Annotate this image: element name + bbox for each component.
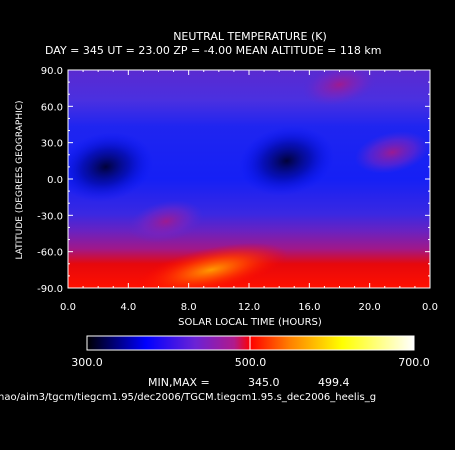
y-tick-label: 0.0 [47,175,63,186]
colorbar-tick-label: 300.0 [71,356,103,369]
y-tick-label: 90.0 [41,66,63,77]
max-value: 499.4 [318,376,350,389]
heatmap-feature [128,200,204,243]
x-tick-label: 0.0 [60,302,76,313]
colorbar-labels: 300.0 500.0 700.0 [71,356,430,369]
heatmap-feature [68,132,154,202]
x-tick-label: 12.0 [238,302,260,313]
y-tick-label: -30.0 [37,211,63,222]
y-tick-label: -90.0 [37,284,63,295]
chart-title: NEUTRAL TEMPERATURE (K) [173,30,327,43]
heatmap-field [68,70,430,288]
chart-subtitle: DAY = 345 UT = 23.00 ZP = -4.00 MEAN ALT… [45,44,381,57]
x-axis-label: SOLAR LOCAL TIME (HOURS) [178,317,322,328]
min-value: 345.0 [248,376,280,389]
colorbar-tick-label: 700.0 [398,356,430,369]
source-path: hao/aim3/tgcm/tiegcm1.95/dec2006/TGCM.ti… [0,392,376,403]
x-tick-label: 16.0 [298,302,320,313]
heatmap-feature [302,70,377,106]
x-tick-label: 4.0 [120,302,136,313]
y-tick-label: 30.0 [41,139,63,150]
x-tick-label: 20.0 [359,302,381,313]
min-max-label: MIN,MAX = [148,376,210,389]
x-tick-label: 8.0 [181,302,197,313]
x-axis: 0.0 4.0 8.0 12.0 16.0 20.0 0.0 [60,70,438,313]
heatmap-feature [134,242,288,288]
y-tick-label: 60.0 [41,102,63,113]
heatmap-feature [354,131,430,174]
y-axis-label: LATITUDE (DEGREES GEOGRAPHIC) [15,100,25,259]
y-tick-label: -60.0 [37,248,63,259]
x-tick-label: 0.0 [422,302,438,313]
y-axis: -90.0 -60.0 -30.0 0.0 30.0 60.0 90.0 [37,66,430,295]
colorbar-tick-label: 500.0 [235,356,267,369]
heatmap-feature [239,126,335,196]
